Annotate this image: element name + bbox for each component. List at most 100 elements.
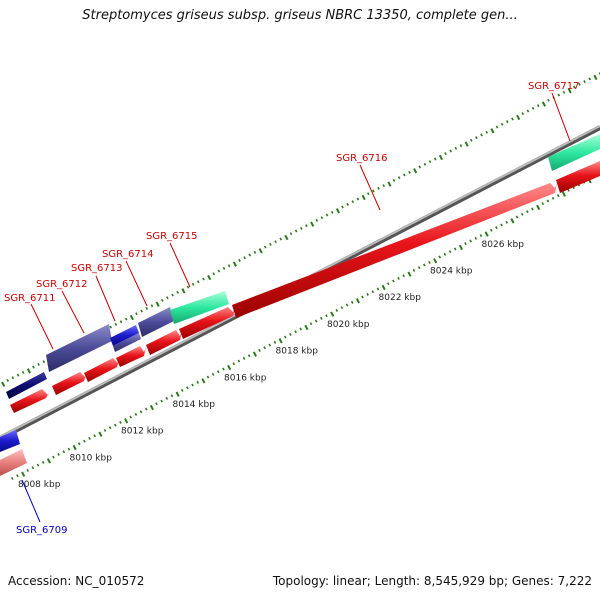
minor-tick bbox=[372, 189, 375, 193]
minor-tick bbox=[176, 290, 179, 294]
minor-tick bbox=[547, 98, 550, 102]
minor-tick bbox=[129, 415, 133, 419]
gene-bar-sgr-6709[interactable] bbox=[0, 430, 20, 452]
minor-tick bbox=[433, 157, 437, 161]
inner-tick-ruler: 8008 kbp 8010 kbp 8012 kbp 8014 kbp 8016 kbp… bbox=[10, 172, 600, 490]
minor-tick bbox=[274, 240, 277, 244]
minor-tick bbox=[294, 229, 298, 233]
label-sgr-6712[interactable]: SGR_6712 bbox=[36, 279, 88, 290]
label-sgr-6709[interactable]: SGR_6709 bbox=[16, 525, 68, 536]
gene-labels: SGR_6711 SGR_6712 SGR_6713 SGR_6714 SGR_… bbox=[4, 81, 580, 536]
gene-arrow-2[interactable] bbox=[52, 372, 87, 395]
gene-bar-sgr-6713b[interactable] bbox=[113, 333, 141, 352]
minor-tick bbox=[500, 122, 504, 126]
minor-tick bbox=[469, 138, 473, 142]
minor-tick bbox=[475, 136, 478, 140]
label-sgr-6714[interactable]: SGR_6714 bbox=[102, 249, 154, 260]
gene-bar-sgr-6717[interactable] bbox=[548, 134, 600, 171]
minor-tick bbox=[294, 330, 297, 334]
minor-tick bbox=[160, 399, 163, 403]
gene-arrow-6[interactable] bbox=[179, 306, 236, 339]
minor-tick bbox=[551, 196, 555, 200]
gene-bar-sgr-6715[interactable] bbox=[170, 291, 229, 324]
minor-tick bbox=[212, 272, 216, 276]
label-sgr-6716[interactable]: SGR_6716 bbox=[336, 153, 388, 164]
minor-tick bbox=[144, 407, 148, 411]
minor-tick bbox=[113, 423, 117, 427]
major-tick bbox=[541, 101, 546, 107]
minor-tick bbox=[305, 224, 308, 228]
gene-arrow-5[interactable] bbox=[146, 330, 182, 355]
label-sgr-6711[interactable]: SGR_6711 bbox=[4, 293, 56, 304]
major-tick bbox=[252, 351, 257, 357]
minor-tick bbox=[268, 343, 272, 347]
minor-tick bbox=[453, 247, 457, 251]
major-tick bbox=[413, 168, 418, 174]
minor-tick bbox=[139, 410, 143, 414]
minor-tick bbox=[108, 426, 112, 430]
gene-bar-sgr-6711[interactable] bbox=[6, 372, 47, 399]
major-tick bbox=[593, 74, 598, 81]
label-sgr-6717[interactable]: SGR_6717 bbox=[528, 81, 580, 92]
major-tick bbox=[433, 258, 438, 264]
minor-tick bbox=[37, 362, 40, 366]
minor-tick bbox=[350, 300, 354, 304]
major-tick bbox=[536, 204, 541, 211]
minor-tick bbox=[474, 236, 478, 240]
minor-tick bbox=[489, 228, 493, 232]
minor-tick bbox=[341, 205, 344, 209]
minor-tick bbox=[588, 77, 592, 81]
minor-tick bbox=[521, 112, 525, 116]
minor-tick bbox=[320, 216, 324, 220]
minor-tick bbox=[515, 215, 519, 219]
major-tick bbox=[284, 234, 289, 241]
minor-tick bbox=[300, 226, 303, 230]
gene-arrow-sgr-6716[interactable] bbox=[232, 183, 557, 318]
minor-tick bbox=[505, 220, 508, 224]
minor-tick bbox=[531, 207, 534, 211]
minor-tick bbox=[180, 388, 184, 392]
minor-tick bbox=[397, 276, 400, 280]
scale-label: 8014 kbp bbox=[173, 400, 216, 410]
minor-tick bbox=[366, 292, 369, 296]
minor-tick bbox=[26, 468, 30, 472]
minor-tick bbox=[454, 146, 458, 150]
minor-tick bbox=[258, 348, 261, 352]
minor-tick bbox=[88, 436, 91, 440]
minor-tick bbox=[531, 106, 535, 110]
gene-arrow-1[interactable] bbox=[10, 389, 51, 413]
minor-tick bbox=[464, 242, 467, 246]
gene-bar-sgr-6712[interactable] bbox=[46, 324, 112, 372]
minor-tick bbox=[150, 304, 154, 308]
gene-arrow-3[interactable] bbox=[84, 358, 120, 382]
minor-tick bbox=[330, 210, 334, 214]
major-tick bbox=[1, 381, 6, 387]
major-tick bbox=[484, 231, 489, 237]
scale-label: 8012 kbp bbox=[121, 427, 164, 437]
major-tick bbox=[381, 284, 386, 291]
major-tick bbox=[175, 391, 180, 397]
minor-tick bbox=[392, 178, 396, 182]
minor-tick bbox=[428, 260, 431, 264]
gene-bar-sgr-6709b[interactable] bbox=[0, 449, 27, 476]
minor-tick bbox=[227, 264, 231, 268]
gene-bar-sgr-6713[interactable] bbox=[110, 325, 139, 346]
minor-tick bbox=[325, 314, 328, 318]
gene-arrow-7[interactable] bbox=[556, 161, 600, 193]
minor-tick bbox=[248, 253, 252, 257]
minor-tick bbox=[345, 303, 349, 307]
label-sgr-6713[interactable]: SGR_6713 bbox=[71, 263, 123, 274]
minor-tick bbox=[191, 383, 194, 387]
label-sgr-6715[interactable]: SGR_6715 bbox=[146, 231, 198, 242]
minor-tick bbox=[351, 200, 355, 204]
minor-tick bbox=[247, 354, 251, 358]
minor-tick bbox=[186, 285, 190, 289]
gene-arrow-4[interactable] bbox=[116, 346, 146, 367]
minor-tick bbox=[325, 213, 329, 217]
minor-tick bbox=[361, 295, 364, 299]
minor-tick bbox=[165, 396, 169, 400]
minor-tick bbox=[119, 420, 122, 424]
gene-bar-sgr-6714[interactable] bbox=[138, 307, 174, 337]
minor-tick bbox=[67, 447, 71, 451]
